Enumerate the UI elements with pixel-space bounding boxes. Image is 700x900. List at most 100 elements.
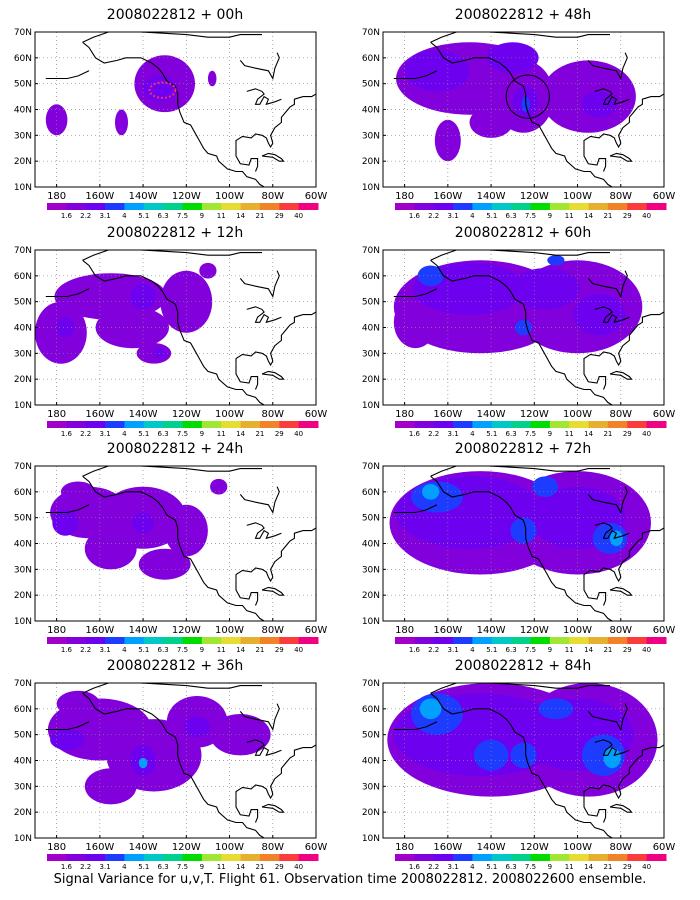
colorbar-label: 6.3 <box>506 646 517 654</box>
coastline <box>239 486 280 515</box>
colorbar-swatch <box>85 203 106 210</box>
colorbar-label: 40 <box>294 646 303 654</box>
lon-tick-label: 100W <box>215 191 244 202</box>
lat-tick-label: 50N <box>14 80 32 90</box>
colorbar-swatch <box>143 637 164 644</box>
colorbar-swatch <box>588 637 609 644</box>
lat-tick-label: 20N <box>14 808 32 818</box>
colorbar-swatch <box>85 421 106 428</box>
colorbar-swatch <box>433 854 454 861</box>
colorbar-label: 11 <box>565 430 574 438</box>
lat-tick-label: 10N <box>14 401 32 411</box>
colorbar-swatch <box>530 203 551 210</box>
coastline <box>587 270 628 299</box>
variance-contour <box>532 476 559 497</box>
colorbar-swatch <box>414 203 435 210</box>
coastline <box>587 486 628 515</box>
lat-tick-label: 60N <box>362 54 380 64</box>
lat-tick-label: 60N <box>14 488 32 498</box>
coastline <box>609 370 633 380</box>
lon-tick-label: 140W <box>129 842 158 853</box>
coastlines <box>393 683 664 838</box>
lon-tick-label: 100W <box>563 625 592 636</box>
lat-tick-label: 20N <box>362 157 380 167</box>
colorbar-label: 29 <box>275 863 284 871</box>
variance-contour <box>547 255 565 266</box>
colorbar-swatch <box>530 421 551 428</box>
colorbar-swatch <box>491 421 512 428</box>
lon-tick-label: 100W <box>215 625 244 636</box>
colorbar-swatch <box>124 421 145 428</box>
colorbar-swatch <box>433 637 454 644</box>
colorbar-label: 14 <box>236 212 245 220</box>
colorbar-swatch <box>472 421 493 428</box>
colorbar-label: 4 <box>470 430 475 438</box>
lat-tick-label: 50N <box>14 514 32 524</box>
colorbar-label: 1.6 <box>409 646 421 654</box>
variance-contour <box>160 270 213 333</box>
lon-tick-label: 80W <box>261 842 284 853</box>
lat-tick-label: 30N <box>362 782 380 792</box>
colorbar-swatch <box>85 637 106 644</box>
colorbar-label: 3.1 <box>100 212 111 220</box>
colorbar-label: 6.3 <box>506 430 517 438</box>
colorbar-label: 21 <box>255 863 264 871</box>
variance-field <box>393 255 643 354</box>
lat-tick-label: 40N <box>14 324 32 334</box>
colorbar-swatch <box>549 637 570 644</box>
lat-tick-label: 70N <box>14 462 32 472</box>
variance-field <box>47 690 271 805</box>
colorbar-label: 29 <box>275 212 284 220</box>
coastline <box>609 152 633 162</box>
colorbar-label: 1.6 <box>409 863 421 871</box>
coastline <box>594 522 630 540</box>
variance-contour <box>138 548 191 580</box>
variance-map: 70N 60N 50N 40N 30N 20N 10N 180 160W 140W 120W 100W… <box>362 462 676 654</box>
colorbar-label: 4 <box>470 863 475 871</box>
observation-region <box>148 81 177 99</box>
colorbar-swatch <box>646 637 667 644</box>
colorbar-label: 7.5 <box>177 646 188 654</box>
colorbar-label: 14 <box>236 646 245 654</box>
colorbar-label: 11 <box>217 212 226 220</box>
colorbar-swatch <box>240 637 261 644</box>
lon-tick-label: 60W <box>653 842 676 853</box>
colorbar-label: 6.3 <box>506 212 517 220</box>
lat-tick-label: 10N <box>362 834 380 844</box>
coastline <box>583 93 664 149</box>
coastlines <box>393 250 664 405</box>
map-panel-36h: 2008022812 + 36h 70N 60N 50N 40N 30N 20N 10N 18… <box>5 651 345 871</box>
colorbar-swatch <box>549 421 570 428</box>
colorbar-swatch <box>143 854 164 861</box>
lon-tick-label: 120W <box>520 409 549 420</box>
coastline <box>430 32 489 43</box>
lat-tick-label: 30N <box>14 782 32 792</box>
colorbar-label: 29 <box>623 863 632 871</box>
colorbar-swatch <box>414 854 435 861</box>
colorbar-label: 1.6 <box>61 863 73 871</box>
colorbar-label: 1.6 <box>61 646 73 654</box>
colorbar-swatch <box>66 421 87 428</box>
colorbar-label: 3.1 <box>448 212 459 220</box>
lat-tick-label: 50N <box>362 731 380 741</box>
colorbar-swatch <box>201 637 222 644</box>
lon-tick-label: 180 <box>47 191 66 202</box>
colorbar-swatch <box>607 203 628 210</box>
highlight-circle <box>505 74 550 119</box>
lon-tick-label: 60W <box>305 409 328 420</box>
variance-contour <box>84 768 137 805</box>
colorbar-label: 5.1 <box>486 646 497 654</box>
lat-tick-label: 70N <box>362 246 380 256</box>
colorbar-label: 5.1 <box>486 863 497 871</box>
lon-tick-label: 80W <box>261 409 284 420</box>
lon-tick-label: 100W <box>215 842 244 853</box>
grid <box>35 683 316 838</box>
coastline <box>430 259 613 405</box>
coastline <box>261 370 285 380</box>
lat-tick-label: 10N <box>14 834 32 844</box>
variance-contour <box>84 528 137 570</box>
lat-tick-label: 50N <box>362 298 380 308</box>
coastline <box>235 744 316 800</box>
colorbar-label: 11 <box>565 646 574 654</box>
coastline <box>45 721 90 731</box>
